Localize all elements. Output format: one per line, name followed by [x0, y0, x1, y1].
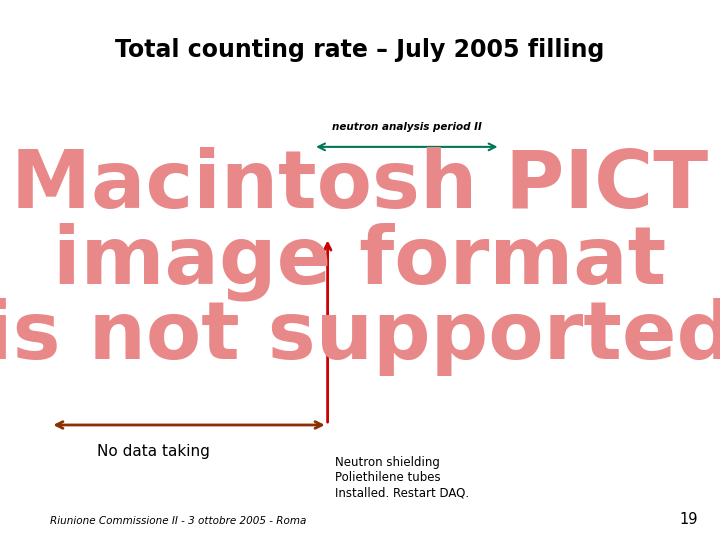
Text: Macintosh PICT: Macintosh PICT — [12, 147, 708, 225]
Text: Total counting rate – July 2005 filling: Total counting rate – July 2005 filling — [115, 38, 605, 62]
Text: is not supported: is not supported — [0, 299, 720, 376]
Text: 19: 19 — [680, 511, 698, 526]
Text: Neutron shielding
Poliethilene tubes
Installed. Restart DAQ.: Neutron shielding Poliethilene tubes Ins… — [335, 456, 469, 500]
Text: No data taking: No data taking — [97, 444, 210, 459]
Text: image format: image format — [53, 222, 667, 301]
Text: Riunione Commissione II - 3 ottobre 2005 - Roma: Riunione Commissione II - 3 ottobre 2005… — [50, 516, 307, 526]
Text: neutron analysis period II: neutron analysis period II — [332, 122, 482, 132]
